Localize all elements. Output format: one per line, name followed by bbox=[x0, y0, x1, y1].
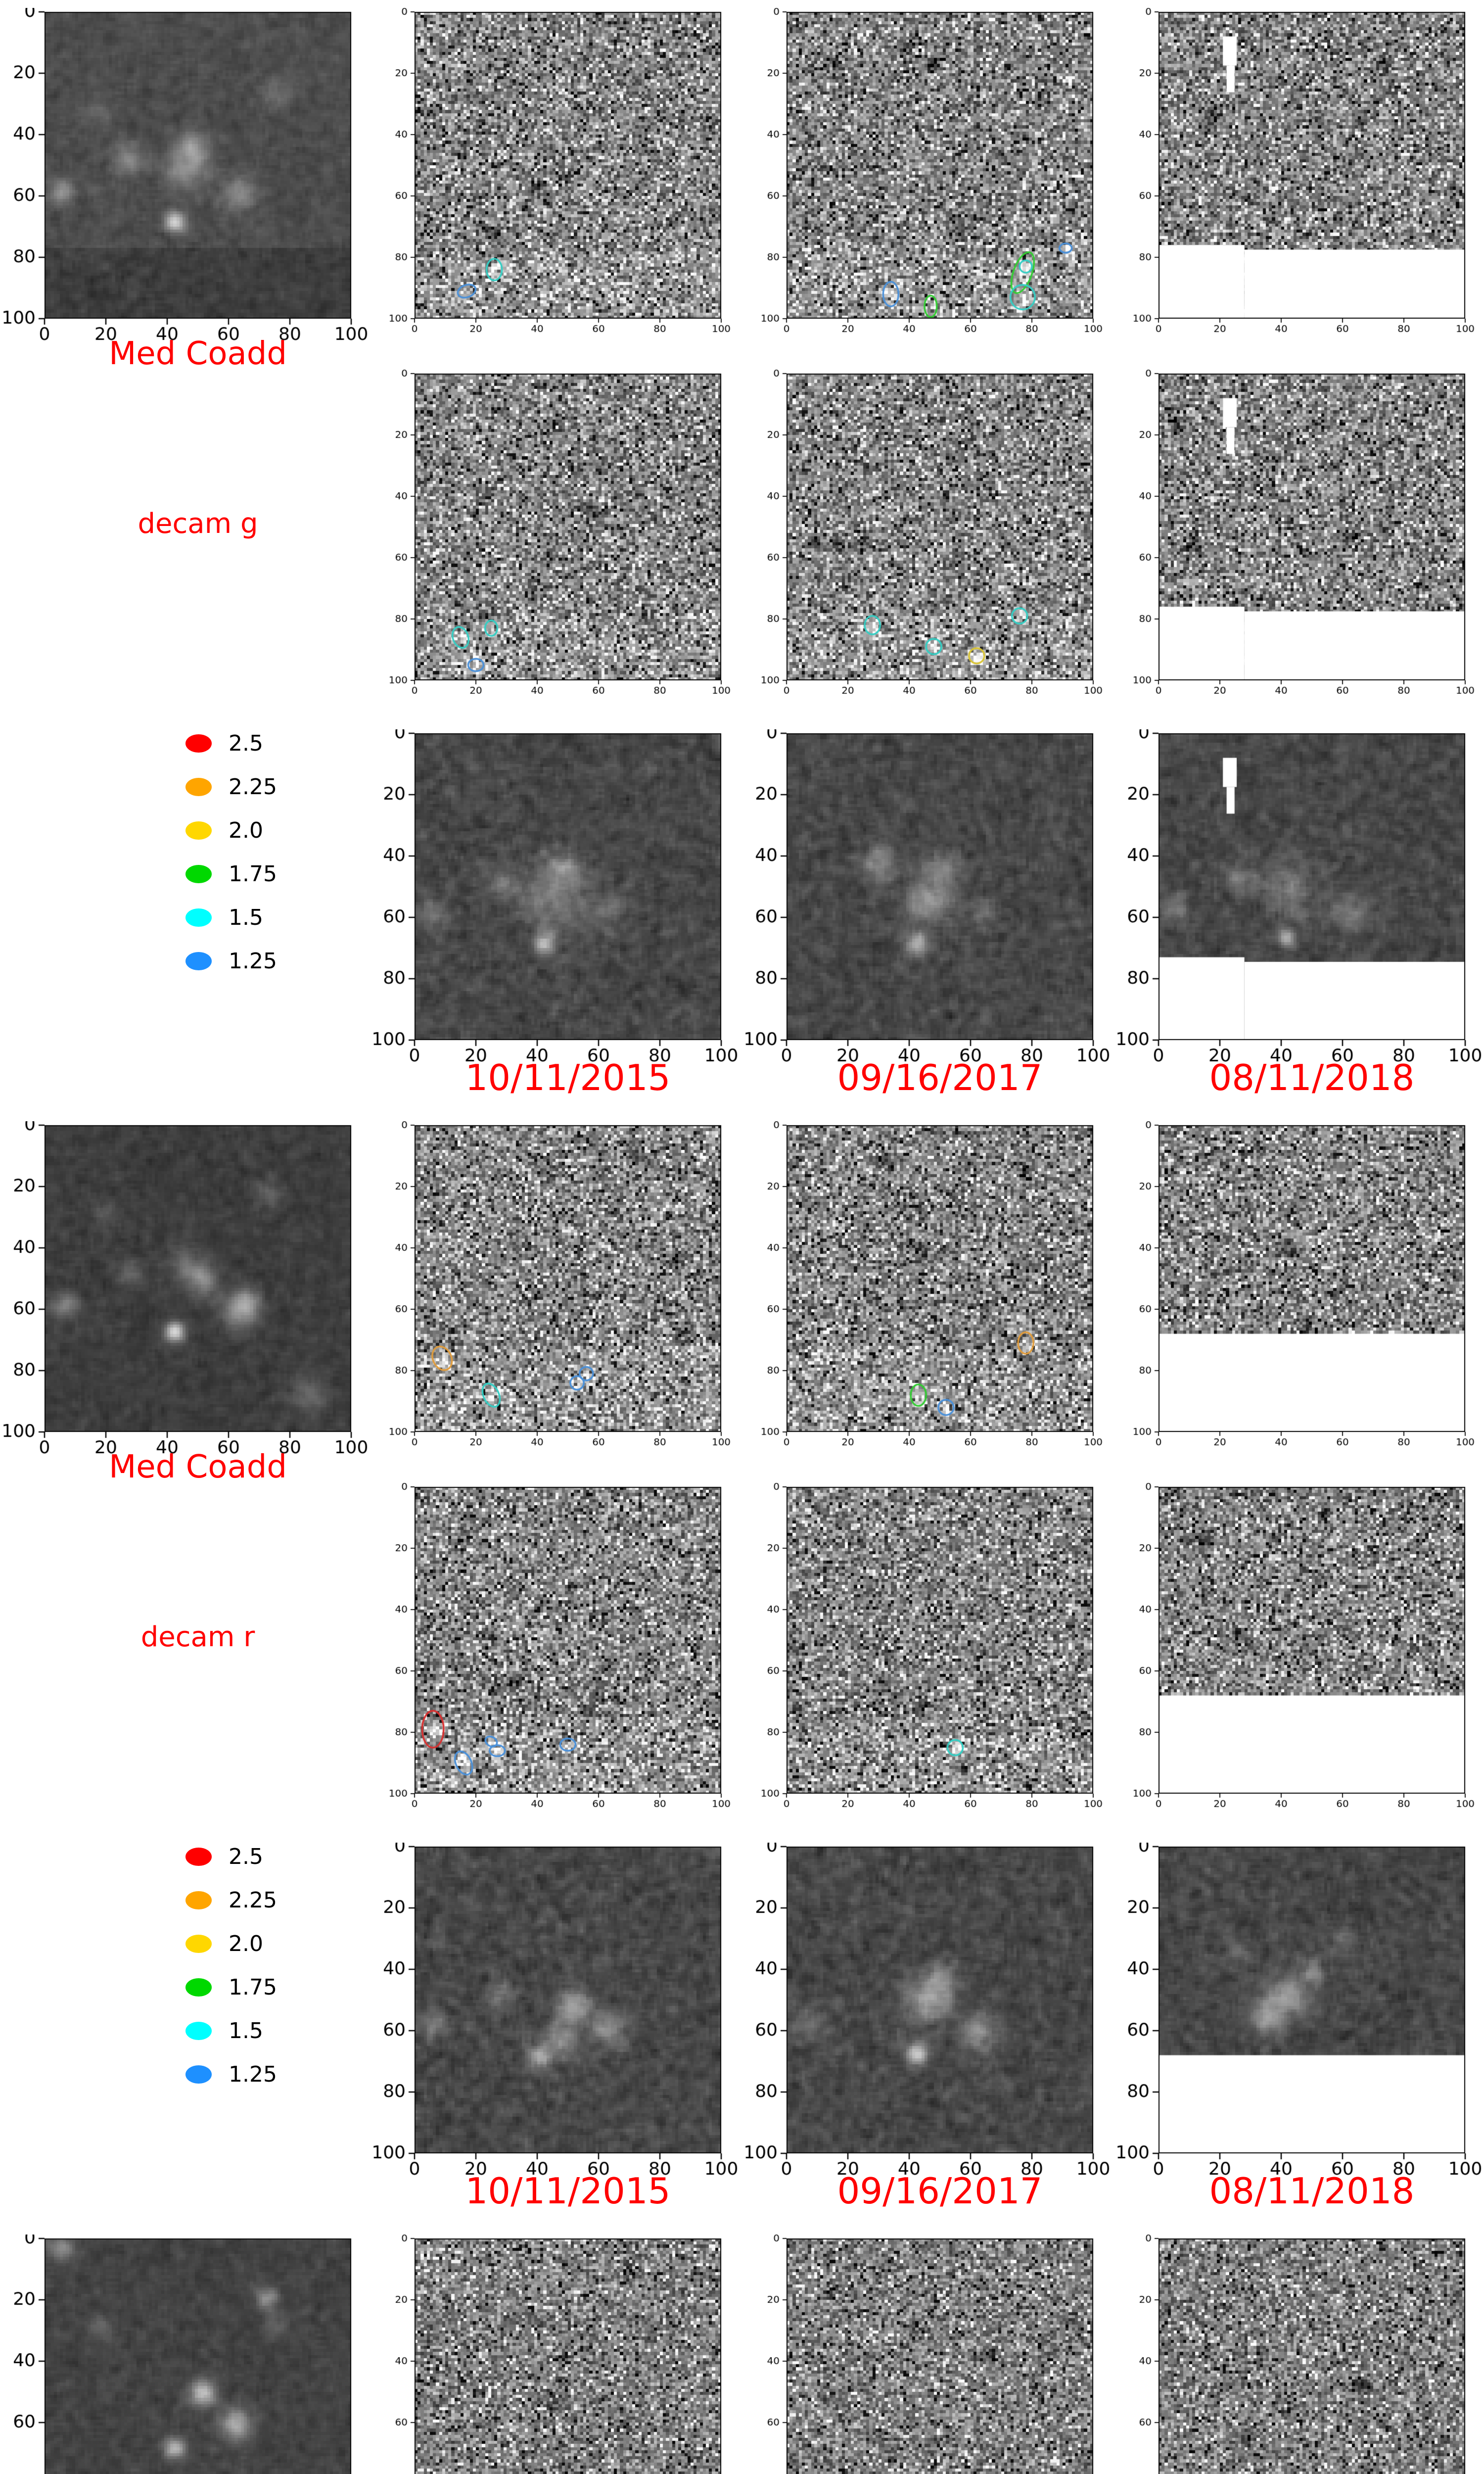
legend-dot-icon bbox=[186, 1978, 212, 1997]
legend-value: 1.5 bbox=[229, 2018, 263, 2044]
legend-item: 2.0 bbox=[186, 1922, 277, 1965]
legend-dot-icon bbox=[186, 821, 212, 840]
z-diff-row1-epoch3-image bbox=[1111, 2235, 1484, 2474]
r-diff-row1-epoch1-image bbox=[367, 1121, 741, 1463]
legend-value: 2.5 bbox=[229, 730, 263, 756]
legend-dot-icon bbox=[186, 1891, 212, 1909]
g-date-epoch2: 09/16/2017 bbox=[837, 1057, 1043, 1098]
legend-value: 1.75 bbox=[229, 861, 277, 887]
r-diff-row2-epoch1-image bbox=[367, 1483, 741, 1824]
band-group-g: Med Coadd decam g 2.5 2.25 2.0 1.75 1.5 … bbox=[0, 0, 1484, 1113]
legend-item: 1.5 bbox=[186, 2009, 277, 2052]
r-med-coadd-image bbox=[0, 1121, 371, 1463]
g-diff-row2-epoch1-image bbox=[367, 370, 741, 711]
legend-dot-icon bbox=[186, 1934, 212, 1953]
legend-item: 2.5 bbox=[186, 721, 277, 765]
g-diff-row1-epoch3-image bbox=[1111, 8, 1484, 349]
g-med-coadd-label: Med Coadd bbox=[109, 335, 287, 372]
legend-value: 1.5 bbox=[229, 904, 263, 930]
legend-item: 1.5 bbox=[186, 896, 277, 939]
legend-dot-icon bbox=[186, 734, 212, 753]
legend-item: 1.25 bbox=[186, 2052, 277, 2096]
legend-value: 1.25 bbox=[229, 2061, 277, 2087]
legend-item: 1.25 bbox=[186, 939, 277, 983]
g-epoch3-coadd-image bbox=[1111, 729, 1484, 1071]
r-diff-row2-epoch2-image bbox=[739, 1483, 1113, 1824]
g-contour-legend: 2.5 2.25 2.0 1.75 1.5 1.25 bbox=[186, 721, 277, 983]
legend-item: 2.0 bbox=[186, 809, 277, 852]
r-diff-row1-epoch3-image bbox=[1111, 1121, 1484, 1463]
g-epoch1-coadd-image bbox=[367, 729, 741, 1071]
legend-item: 2.25 bbox=[186, 1878, 277, 1922]
g-diff-row2-epoch2-image bbox=[739, 370, 1113, 711]
r-diff-row1-epoch2-image bbox=[739, 1121, 1113, 1463]
g-med-coadd-image bbox=[0, 8, 371, 349]
legend-value: 2.25 bbox=[229, 774, 277, 800]
legend-dot-icon bbox=[186, 908, 212, 927]
g-diff-row1-epoch2-image bbox=[739, 8, 1113, 349]
legend-value: 2.0 bbox=[229, 1931, 263, 1956]
g-band-label: decam g bbox=[138, 508, 258, 540]
r-date-epoch2: 09/16/2017 bbox=[837, 2170, 1043, 2212]
z-diff-row1-epoch2-image bbox=[739, 2235, 1113, 2474]
r-epoch1-coadd-image bbox=[367, 1843, 741, 2184]
r-epoch3-coadd-image bbox=[1111, 1843, 1484, 2184]
r-date-epoch1: 10/11/2015 bbox=[465, 2170, 671, 2212]
legend-value: 2.0 bbox=[229, 817, 263, 843]
legend-dot-icon bbox=[186, 864, 212, 883]
legend-value: 1.25 bbox=[229, 948, 277, 974]
g-diff-row2-epoch3-image bbox=[1111, 370, 1484, 711]
r-date-epoch3: 08/11/2018 bbox=[1209, 2170, 1415, 2212]
legend-dot-icon bbox=[186, 2021, 212, 2040]
legend-item: 1.75 bbox=[186, 1965, 277, 2009]
band-group-r: Med Coadd decam r 2.5 2.25 2.0 1.75 1.5 … bbox=[0, 1113, 1484, 2227]
legend-item: 2.5 bbox=[186, 1835, 277, 1878]
r-contour-legend: 2.5 2.25 2.0 1.75 1.5 1.25 bbox=[186, 1835, 277, 2096]
legend-item: 2.25 bbox=[186, 765, 277, 809]
legend-value: 2.25 bbox=[229, 1887, 277, 1913]
legend-value: 1.75 bbox=[229, 1974, 277, 2000]
z-med-coadd-image bbox=[0, 2235, 371, 2474]
legend-value: 2.5 bbox=[229, 1844, 263, 1869]
legend-dot-icon bbox=[186, 2065, 212, 2084]
band-group-z: Med Coadd decam z 2.5 2.25 2.0 1.75 1.5 … bbox=[0, 2227, 1484, 2474]
legend-item: 1.75 bbox=[186, 852, 277, 896]
g-diff-row1-epoch1-image bbox=[367, 8, 741, 349]
r-diff-row2-epoch3-image bbox=[1111, 1483, 1484, 1824]
g-date-epoch1: 10/11/2015 bbox=[465, 1057, 671, 1098]
g-epoch2-coadd-image bbox=[739, 729, 1113, 1071]
z-diff-row1-epoch1-image bbox=[367, 2235, 741, 2474]
legend-dot-icon bbox=[186, 777, 212, 796]
legend-dot-icon bbox=[186, 1847, 212, 1866]
r-epoch2-coadd-image bbox=[739, 1843, 1113, 2184]
g-date-epoch3: 08/11/2018 bbox=[1209, 1057, 1415, 1098]
r-med-coadd-label: Med Coadd bbox=[109, 1449, 287, 1485]
r-band-label: decam r bbox=[140, 1621, 255, 1653]
legend-dot-icon bbox=[186, 952, 212, 970]
